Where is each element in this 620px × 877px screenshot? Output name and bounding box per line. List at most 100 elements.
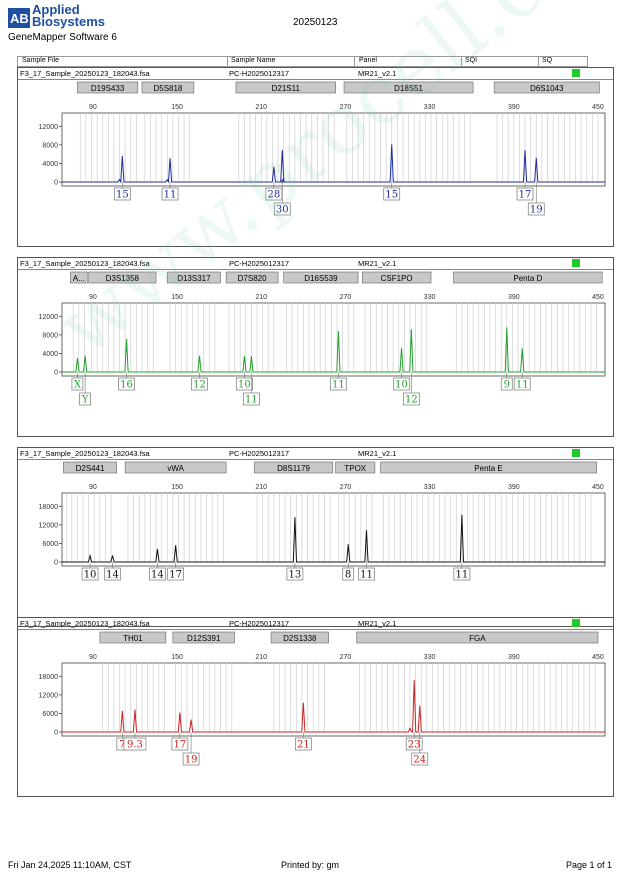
marker-bin-d5s818[interactable]: D5S818 — [141, 81, 195, 94]
marker-bin-vwa[interactable]: vWA — [124, 461, 227, 474]
marker-label: D16S539 — [304, 274, 338, 283]
marker-label: D2S1338 — [283, 634, 317, 643]
marker-bin-d19s433[interactable]: D19S433 — [77, 81, 139, 94]
allele-call[interactable]: 17 — [516, 182, 534, 201]
x-tick-label: 450 — [592, 484, 604, 491]
marker-label: D7S820 — [238, 274, 267, 283]
sq-status-icon — [572, 69, 580, 77]
col-sample-name: Sample Name — [231, 57, 276, 64]
svg-text:X: X — [74, 380, 82, 391]
marker-bin-d3s1358[interactable]: D3S1358 — [88, 271, 157, 284]
allele-call[interactable]: 13 — [286, 562, 304, 581]
page-number: Page 1 of 1 — [566, 860, 613, 870]
allele-call[interactable]: 10 — [81, 562, 99, 581]
svg-text:21: 21 — [297, 740, 310, 751]
marker-bin-tpox[interactable]: TPOX — [335, 461, 376, 474]
marker-bin-d12s391[interactable]: D12S391 — [172, 631, 235, 644]
signal-trace — [62, 327, 605, 373]
allele-call[interactable]: 15 — [113, 182, 131, 201]
marker-bin-d2s1338[interactable]: D2S1338 — [270, 631, 329, 644]
marker-bin-d16s539[interactable]: D16S539 — [283, 271, 359, 284]
svg-text:11: 11 — [360, 570, 373, 581]
marker-bin-d13s317[interactable]: D13S317 — [166, 271, 221, 284]
allele-call[interactable]: 11 — [513, 372, 531, 391]
marker-label: D5S818 — [153, 84, 182, 93]
allele-call[interactable]: 23 — [405, 732, 423, 751]
svg-text:24: 24 — [413, 755, 426, 766]
marker-bin-csf1po[interactable]: CSF1PO — [361, 271, 432, 284]
allele-call[interactable]: 17 — [171, 732, 189, 751]
svg-text:11: 11 — [456, 570, 469, 581]
allele-call[interactable]: 11 — [330, 372, 347, 391]
allele-call[interactable]: 28 — [265, 182, 283, 201]
marker-bin-d8s1179[interactable]: D8S1179 — [253, 461, 334, 474]
svg-text:13: 13 — [289, 570, 302, 581]
marker-label: D19S433 — [91, 84, 125, 93]
allele-call[interactable]: 15 — [383, 182, 401, 201]
panel-sample-file: F3_17_Sample_20250123_182043.fsa — [20, 449, 150, 458]
panel-panel-name: MR21_v2.1 — [358, 449, 397, 458]
marker-bin-d6s1043[interactable]: D6S1043 — [493, 81, 600, 94]
electropherogram-plot: A... D3S1358 D13S317 D7S820 D16S539 CSF1PO Pen… — [39, 271, 606, 406]
marker-bin-pentae[interactable]: Penta E — [380, 461, 597, 474]
marker-label: D12S391 — [187, 634, 221, 643]
allele-call[interactable]: 9.3 — [123, 732, 147, 751]
allele-call[interactable]: 11 — [453, 562, 471, 581]
marker-label: CSF1PO — [381, 274, 413, 283]
svg-text:8: 8 — [345, 570, 351, 581]
svg-text:28: 28 — [268, 190, 281, 201]
svg-text:10: 10 — [84, 570, 97, 581]
panel-header: F3_17_Sample_20250123_182043.fsa PC-H2025… — [18, 258, 613, 270]
allele-call[interactable]: Y — [79, 372, 92, 406]
marker-bin-th01[interactable]: TH01 — [99, 631, 167, 644]
x-tick-label: 270 — [340, 294, 352, 301]
allele-call[interactable]: 11 — [161, 182, 179, 201]
marker-label: FGA — [469, 634, 486, 643]
allele-call[interactable]: 12 — [403, 372, 420, 406]
allele-call[interactable]: X — [71, 372, 84, 391]
svg-text:15: 15 — [385, 190, 398, 201]
y-tick-label: 12000 — [39, 692, 59, 699]
allele-call[interactable]: 17 — [167, 562, 185, 581]
marker-bin-d18s51[interactable]: D18S51 — [343, 81, 474, 94]
allele-call[interactable]: 12 — [191, 372, 208, 391]
allele-call[interactable]: 10 — [236, 372, 253, 391]
allele-call[interactable]: 11 — [358, 562, 375, 581]
allele-call[interactable]: 19 — [527, 182, 545, 216]
dye-panel-2: F3_17_Sample_20250123_182043.fsa PC-H2025… — [17, 257, 614, 437]
svg-text:11: 11 — [245, 395, 258, 406]
x-tick-label: 90 — [89, 294, 97, 301]
svg-text:17: 17 — [519, 190, 532, 201]
svg-text:11: 11 — [332, 380, 345, 391]
allele-call[interactable]: 10 — [393, 372, 410, 391]
marker-label: Penta D — [513, 274, 542, 283]
x-tick-label: 330 — [424, 654, 436, 661]
marker-bin-d21s11[interactable]: D21S11 — [235, 81, 336, 94]
marker-bin-d2s441[interactable]: D2S441 — [63, 461, 118, 474]
panel-header: F3_17_Sample_20250123_182043.fsa PC-H2025… — [18, 448, 613, 460]
x-tick-label: 450 — [592, 294, 604, 301]
dye-panel-4: F3_17_Sample_20250123_182043.fsa PC-H2025… — [17, 617, 614, 797]
allele-call[interactable]: 24 — [411, 732, 429, 766]
svg-text:17: 17 — [169, 570, 182, 581]
allele-call[interactable]: 19 — [182, 732, 200, 766]
allele-call[interactable]: 14 — [149, 562, 166, 581]
allele-call[interactable]: 8 — [342, 562, 355, 581]
y-tick-label: 12000 — [39, 124, 59, 131]
marker-bin-a[interactable]: A... — [70, 271, 88, 284]
allele-call[interactable]: 11 — [243, 372, 260, 406]
allele-call[interactable]: 16 — [118, 372, 135, 391]
marker-bin-d7s820[interactable]: D7S820 — [225, 271, 279, 284]
y-tick-label: 0 — [54, 730, 58, 737]
allele-call[interactable]: 14 — [104, 562, 121, 581]
allele-call[interactable]: 21 — [294, 732, 312, 751]
marker-bin-fga[interactable]: FGA — [356, 631, 599, 644]
allele-call[interactable]: 30 — [273, 182, 291, 216]
marker-bin-pentad[interactable]: Penta D — [453, 271, 603, 284]
signal-trace — [62, 679, 605, 733]
svg-text:14: 14 — [151, 570, 164, 581]
allele-call[interactable]: 9 — [500, 372, 513, 391]
y-tick-label: 4000 — [42, 161, 58, 168]
x-tick-label: 150 — [171, 654, 183, 661]
